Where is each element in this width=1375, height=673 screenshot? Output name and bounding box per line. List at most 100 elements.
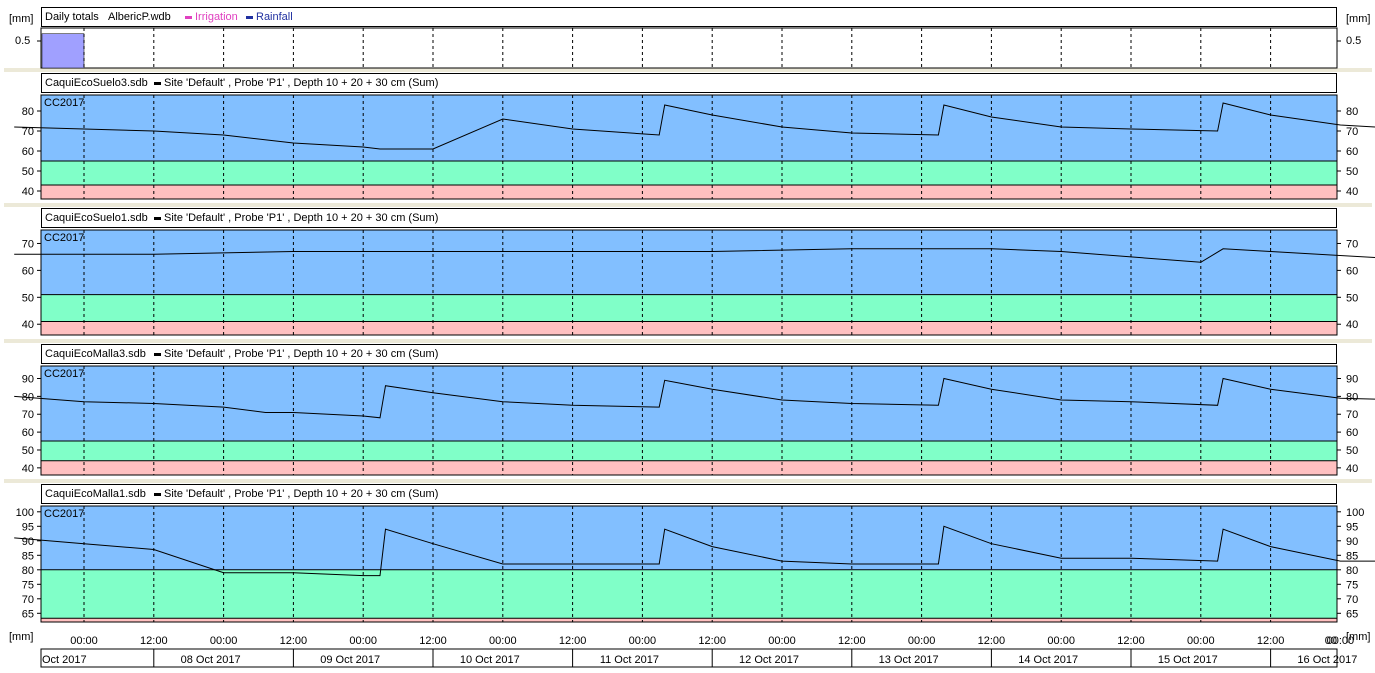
panel-series-legend[interactable]: Site 'Default' , Probe 'P1' , Depth 10 +… xyxy=(154,488,438,500)
panel-series-legend[interactable]: Site 'Default' , Probe 'P1' , Depth 10 +… xyxy=(154,77,438,89)
bottom-unit-left: [mm] xyxy=(9,631,34,643)
hour-tick-label: 00:00 xyxy=(210,635,238,647)
hour-tick-label: 00:00 xyxy=(629,635,657,647)
y-tick-label: 60 xyxy=(22,146,34,158)
date-label: 08 Oct 2017 xyxy=(181,654,241,666)
panel-series-legend[interactable]: Site 'Default' , Probe 'P1' , Depth 10 +… xyxy=(154,212,438,224)
soil-moisture-series xyxy=(14,377,1375,419)
crop-season-tag: CC2017 xyxy=(44,97,84,109)
plot-area-border xyxy=(40,505,1338,623)
soil-moisture-series xyxy=(14,248,1375,263)
date-label: 16 Oct 2017 xyxy=(1297,654,1357,666)
top-unit-left: [mm] xyxy=(9,13,34,25)
panel-splitter[interactable] xyxy=(4,203,1372,207)
hour-tick-label: 12:00 xyxy=(1117,635,1145,647)
panel-splitter[interactable] xyxy=(4,339,1372,343)
daily-totals-header: Daily totals AlbericP.wdb Irrigation Rai… xyxy=(41,7,1337,27)
date-label: 11 Oct 2017 xyxy=(600,654,659,666)
hour-tick-label: 00:00 xyxy=(1327,635,1355,647)
readily-available-band xyxy=(41,161,1337,185)
panel-header-2: CaquiEcoSuelo1.sdb Site 'Default' , Prob… xyxy=(41,208,1337,228)
rainfall-bar xyxy=(41,33,85,69)
date-label: 15 Oct 2017 xyxy=(1158,654,1218,666)
date-label: Oct 2017 xyxy=(42,654,87,666)
readily-available-band xyxy=(41,569,1337,619)
panel-header-1: CaquiEcoSuelo3.sdb Site 'Default' , Prob… xyxy=(41,73,1337,93)
soil-moisture-series xyxy=(14,102,1375,150)
legend-rainfall[interactable]: Rainfall xyxy=(246,11,293,23)
legend-rainfall-label: Rainfall xyxy=(256,11,293,23)
top-tick-right: 0.5 xyxy=(1346,35,1362,47)
y-tick-label: 70 xyxy=(22,238,34,250)
y-tick-label: 80 xyxy=(1346,565,1358,577)
hour-tick-label: 12:00 xyxy=(978,635,1006,647)
y-tick-label: 70 xyxy=(22,126,34,138)
y-tick-label: 90 xyxy=(1346,536,1358,548)
legend-irrigation-label: Irrigation xyxy=(195,11,238,23)
date-label: 10 Oct 2017 xyxy=(460,654,520,666)
hour-tick-label: 00:00 xyxy=(908,635,936,647)
plot-area-border xyxy=(40,94,1338,200)
panel-series-label: Site 'Default' , Probe 'P1' , Depth 10 +… xyxy=(164,348,439,360)
hour-tick-label: 00 xyxy=(1325,635,1337,647)
panel-series-label: Site 'Default' , Probe 'P1' , Depth 10 +… xyxy=(164,212,439,224)
y-tick-label: 70 xyxy=(1346,594,1358,606)
date-label: 12 Oct 2017 xyxy=(739,654,799,666)
hour-tick-label: 12:00 xyxy=(1257,635,1285,647)
legend-irrigation[interactable]: Irrigation xyxy=(185,11,238,23)
y-tick-label: 60 xyxy=(1346,427,1358,439)
plot-area-border xyxy=(40,365,1338,476)
hour-tick-label: 12:00 xyxy=(140,635,168,647)
y-tick-label: 40 xyxy=(1346,186,1358,198)
hour-tick-label: 00:00 xyxy=(349,635,377,647)
top-unit-right: [mm] xyxy=(1346,13,1371,25)
y-tick-label: 50 xyxy=(22,166,34,178)
y-tick-label: 60 xyxy=(1346,265,1358,277)
y-tick-label: 70 xyxy=(22,409,34,421)
series-swatch-icon xyxy=(154,81,161,85)
hour-tick-label: 00:00 xyxy=(768,635,796,647)
panel-file-name: CaquiEcoSuelo3.sdb xyxy=(45,77,148,89)
y-tick-label: 50 xyxy=(22,445,34,457)
date-label: 13 Oct 2017 xyxy=(879,654,939,666)
date-label: 09 Oct 2017 xyxy=(320,654,380,666)
panel-header-4: CaquiEcoMalla1.sdb Site 'Default' , Prob… xyxy=(41,484,1337,504)
hour-tick-label: 00:00 xyxy=(70,635,98,647)
date-strip xyxy=(40,648,1338,668)
hour-tick-label: 12:00 xyxy=(559,635,587,647)
y-tick-label: 80 xyxy=(1346,391,1358,403)
y-tick-label: 70 xyxy=(22,594,34,606)
date-label: 14 Oct 2017 xyxy=(1018,654,1078,666)
panel-file-name: CaquiEcoMalla1.sdb xyxy=(45,488,146,500)
crop-season-tag: CC2017 xyxy=(44,232,84,244)
y-tick-label: 90 xyxy=(1346,374,1358,386)
panel-file-name: CaquiEcoMalla3.sdb xyxy=(45,348,146,360)
panel-splitter[interactable] xyxy=(4,479,1372,483)
y-tick-label: 70 xyxy=(1346,126,1358,138)
y-tick-label: 40 xyxy=(22,186,34,198)
daily-totals-title: Daily totals xyxy=(45,11,99,23)
y-tick-label: 100 xyxy=(1346,507,1364,519)
readily-available-band xyxy=(41,441,1337,461)
soil-moisture-series xyxy=(14,525,1375,577)
y-tick-label: 95 xyxy=(1346,521,1358,533)
series-swatch-icon xyxy=(154,216,161,220)
panel-series-label: Site 'Default' , Probe 'P1' , Depth 10 +… xyxy=(164,77,439,89)
y-tick-label: 40 xyxy=(1346,463,1358,475)
y-tick-label: 90 xyxy=(22,536,34,548)
panel-series-legend[interactable]: Site 'Default' , Probe 'P1' , Depth 10 +… xyxy=(154,348,438,360)
panel-splitter[interactable] xyxy=(4,68,1372,72)
stress-band xyxy=(41,321,1337,335)
y-tick-label: 90 xyxy=(22,374,34,386)
hour-tick-label: 00:00 xyxy=(1187,635,1215,647)
y-tick-label: 50 xyxy=(1346,292,1358,304)
y-tick-label: 80 xyxy=(22,106,34,118)
y-tick-label: 100 xyxy=(16,507,34,519)
crop-season-tag: CC2017 xyxy=(44,368,84,380)
weather-file-name: AlbericP.wdb xyxy=(108,11,171,23)
y-tick-label: 75 xyxy=(1346,579,1358,591)
y-tick-label: 95 xyxy=(22,521,34,533)
y-tick-label: 70 xyxy=(1346,409,1358,421)
y-tick-label: 60 xyxy=(22,265,34,277)
